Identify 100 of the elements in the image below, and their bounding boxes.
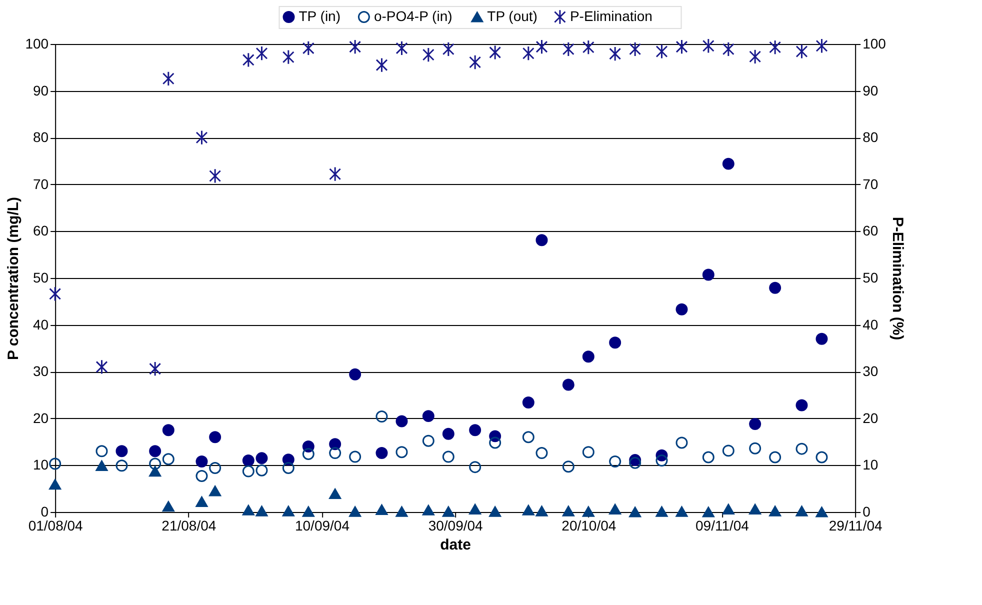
point [489, 506, 502, 517]
y2-tick-label: 100 [862, 36, 886, 52]
point [302, 448, 314, 460]
point [702, 451, 714, 464]
point [149, 445, 162, 458]
y2-tick-label: 30 [862, 363, 878, 380]
point [562, 378, 574, 391]
y2-tick-label: 0 [862, 504, 871, 520]
point [376, 57, 388, 73]
point [376, 504, 388, 515]
y-tick-label: 60 [32, 222, 49, 239]
point [396, 446, 408, 458]
point [722, 444, 734, 457]
point [302, 506, 314, 517]
point [396, 506, 408, 517]
point [536, 447, 548, 460]
x-tick-label: 29/11/04 [828, 518, 883, 534]
point [702, 506, 714, 518]
point [676, 39, 688, 54]
y-axis-title: P concentration (mg/L) [5, 196, 22, 360]
point [722, 504, 734, 514]
point [49, 458, 62, 470]
point [582, 350, 594, 363]
point [676, 303, 688, 316]
point [609, 336, 622, 349]
point [522, 46, 534, 61]
y2-tick-label: 20 [862, 410, 878, 426]
point [522, 504, 534, 516]
point [796, 399, 808, 412]
point [629, 42, 642, 57]
point [769, 506, 782, 516]
point [522, 431, 534, 444]
point [609, 504, 622, 514]
point [196, 470, 208, 482]
point [656, 454, 668, 467]
y-tick-label: 20 [32, 410, 49, 426]
x-axis-title: date [440, 536, 471, 554]
y-tick-label: 100 [25, 36, 49, 52]
point [96, 460, 108, 471]
x-tick-label: 10/09/04 [294, 518, 350, 534]
point [442, 506, 454, 517]
point [209, 431, 222, 444]
point [469, 54, 482, 70]
y2-tick-label: 80 [862, 129, 878, 146]
point [256, 452, 268, 464]
point [582, 446, 594, 458]
y2-tick-label: 70 [862, 176, 878, 192]
point [422, 434, 434, 447]
point [149, 466, 162, 477]
y-tick-label: 40 [32, 316, 49, 332]
x-tick-label: 01/08/04 [28, 518, 84, 534]
point [562, 506, 574, 516]
point [162, 424, 174, 436]
point [302, 40, 314, 56]
point [469, 461, 482, 474]
y-tick-label: 10 [32, 456, 49, 473]
y2-tick-label: 90 [862, 82, 878, 98]
point [116, 445, 128, 458]
point [656, 44, 668, 60]
point [49, 286, 62, 302]
point [422, 410, 434, 422]
point [629, 506, 642, 518]
point [422, 504, 434, 516]
point [149, 361, 162, 376]
point [469, 504, 482, 514]
point [796, 506, 808, 516]
point [49, 479, 62, 490]
y2-tick-label: 60 [862, 222, 878, 239]
x-tick-label: 09/11/04 [696, 518, 750, 534]
point [816, 38, 828, 54]
point [536, 39, 548, 54]
point [769, 282, 782, 294]
y2-tick-label: 10 [862, 456, 878, 473]
point [469, 424, 482, 436]
point [749, 504, 762, 514]
point [349, 450, 362, 463]
point [256, 46, 268, 61]
y-tick-label: 50 [32, 270, 49, 286]
y-tick-label: 70 [32, 176, 49, 192]
point [796, 442, 808, 455]
point [329, 447, 342, 460]
point [349, 39, 362, 54]
point [162, 71, 174, 86]
x-tick-label: 30/09/04 [428, 518, 484, 534]
point [329, 488, 342, 500]
point [609, 46, 622, 62]
point [442, 428, 454, 440]
point [702, 38, 714, 54]
point [442, 450, 454, 463]
point [769, 40, 782, 55]
y-tick-label: 30 [32, 363, 49, 380]
point [536, 234, 548, 246]
point [722, 42, 734, 57]
point [162, 501, 174, 512]
point [609, 455, 622, 468]
legend-label: TP (in) [298, 8, 340, 24]
point [242, 454, 254, 467]
point [329, 166, 342, 182]
point [422, 47, 434, 62]
x-tick-label: 21/08/04 [162, 518, 216, 534]
